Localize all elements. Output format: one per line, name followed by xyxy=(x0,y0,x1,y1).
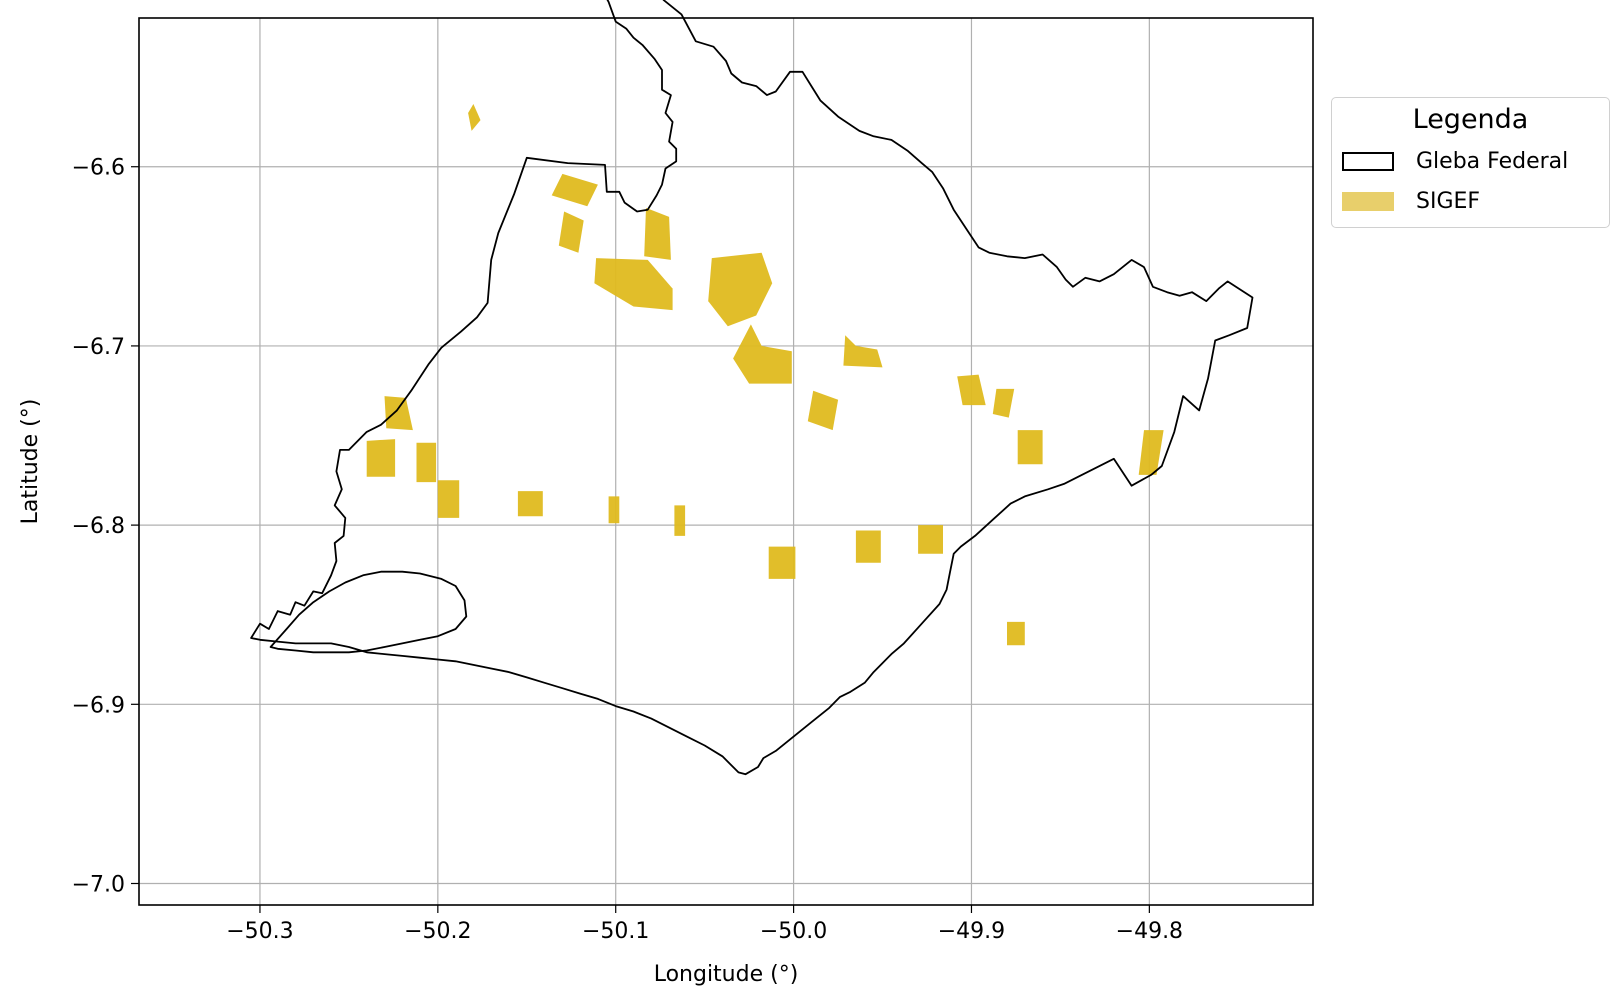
y-axis-label: Latitude (°) xyxy=(18,399,43,525)
gridlines xyxy=(139,18,1313,905)
sigef-parcel xyxy=(416,442,437,483)
legend-label-sigef: SIGEF xyxy=(1416,188,1481,214)
sigef-parcel xyxy=(644,207,671,260)
sigef-parcel xyxy=(918,525,943,554)
sigef-parcel xyxy=(733,324,792,384)
legend-title: Legenda xyxy=(1412,104,1529,135)
sigef-parcel xyxy=(608,496,620,524)
y-tick-label: −6.7 xyxy=(72,335,125,360)
x-tick-label: −50.3 xyxy=(226,919,293,944)
y-tick-label: −7.0 xyxy=(72,872,125,897)
sigef-parcel xyxy=(674,505,686,536)
gleba-federal-layer xyxy=(250,0,1254,776)
gleba-federal-polygon xyxy=(269,570,468,654)
sigef-parcel xyxy=(992,388,1015,418)
sigef-parcel xyxy=(957,374,986,406)
x-tick-label: −50.2 xyxy=(404,919,471,944)
x-tick-label: −49.8 xyxy=(1116,919,1183,944)
sigef-parcel xyxy=(437,480,460,518)
legend-label-gleba-federal: Gleba Federal xyxy=(1416,148,1569,174)
sigef-parcel xyxy=(366,439,396,477)
sigef-parcel xyxy=(468,104,481,131)
x-tick-label: −50.0 xyxy=(760,919,827,944)
x-axis-label: Longitude (°) xyxy=(654,962,799,987)
sigef-parcel xyxy=(1138,430,1164,475)
sigef-parcel xyxy=(517,491,543,517)
y-tick-label: −6.6 xyxy=(72,156,125,181)
legend: Legenda Gleba Federal SIGEF xyxy=(1331,97,1610,228)
sigef-parcel xyxy=(1007,621,1025,646)
y-tick-label: −6.9 xyxy=(72,693,125,718)
x-tick-label: −50.1 xyxy=(582,919,649,944)
legend-swatch-gleba-federal xyxy=(1342,151,1394,171)
sigef-parcel xyxy=(594,258,673,311)
sigef-parcel xyxy=(551,173,598,207)
sigef-parcel xyxy=(855,530,881,563)
y-tick-label: −6.8 xyxy=(72,514,125,539)
gleba-federal-polygon xyxy=(250,0,1254,776)
sigef-layer xyxy=(366,104,1164,646)
sigef-parcel xyxy=(708,252,773,327)
sigef-parcel xyxy=(384,396,413,431)
sigef-parcel xyxy=(1017,430,1043,465)
sigef-parcel xyxy=(843,335,883,368)
axis-ticks: −50.3 −50.2 −50.1 −50.0 −49.9 −49.8 −6.6 −6.7 −6… xyxy=(72,156,1183,944)
sigef-parcel xyxy=(768,546,796,579)
legend-swatch-sigef xyxy=(1342,191,1394,211)
sigef-parcel xyxy=(807,390,839,431)
sigef-parcel xyxy=(558,211,584,253)
plot-frame xyxy=(138,17,1314,906)
legend-item-sigef: SIGEF xyxy=(1342,187,1480,215)
x-tick-label: −49.9 xyxy=(938,919,1005,944)
legend-item-gleba-federal: Gleba Federal xyxy=(1342,147,1568,175)
